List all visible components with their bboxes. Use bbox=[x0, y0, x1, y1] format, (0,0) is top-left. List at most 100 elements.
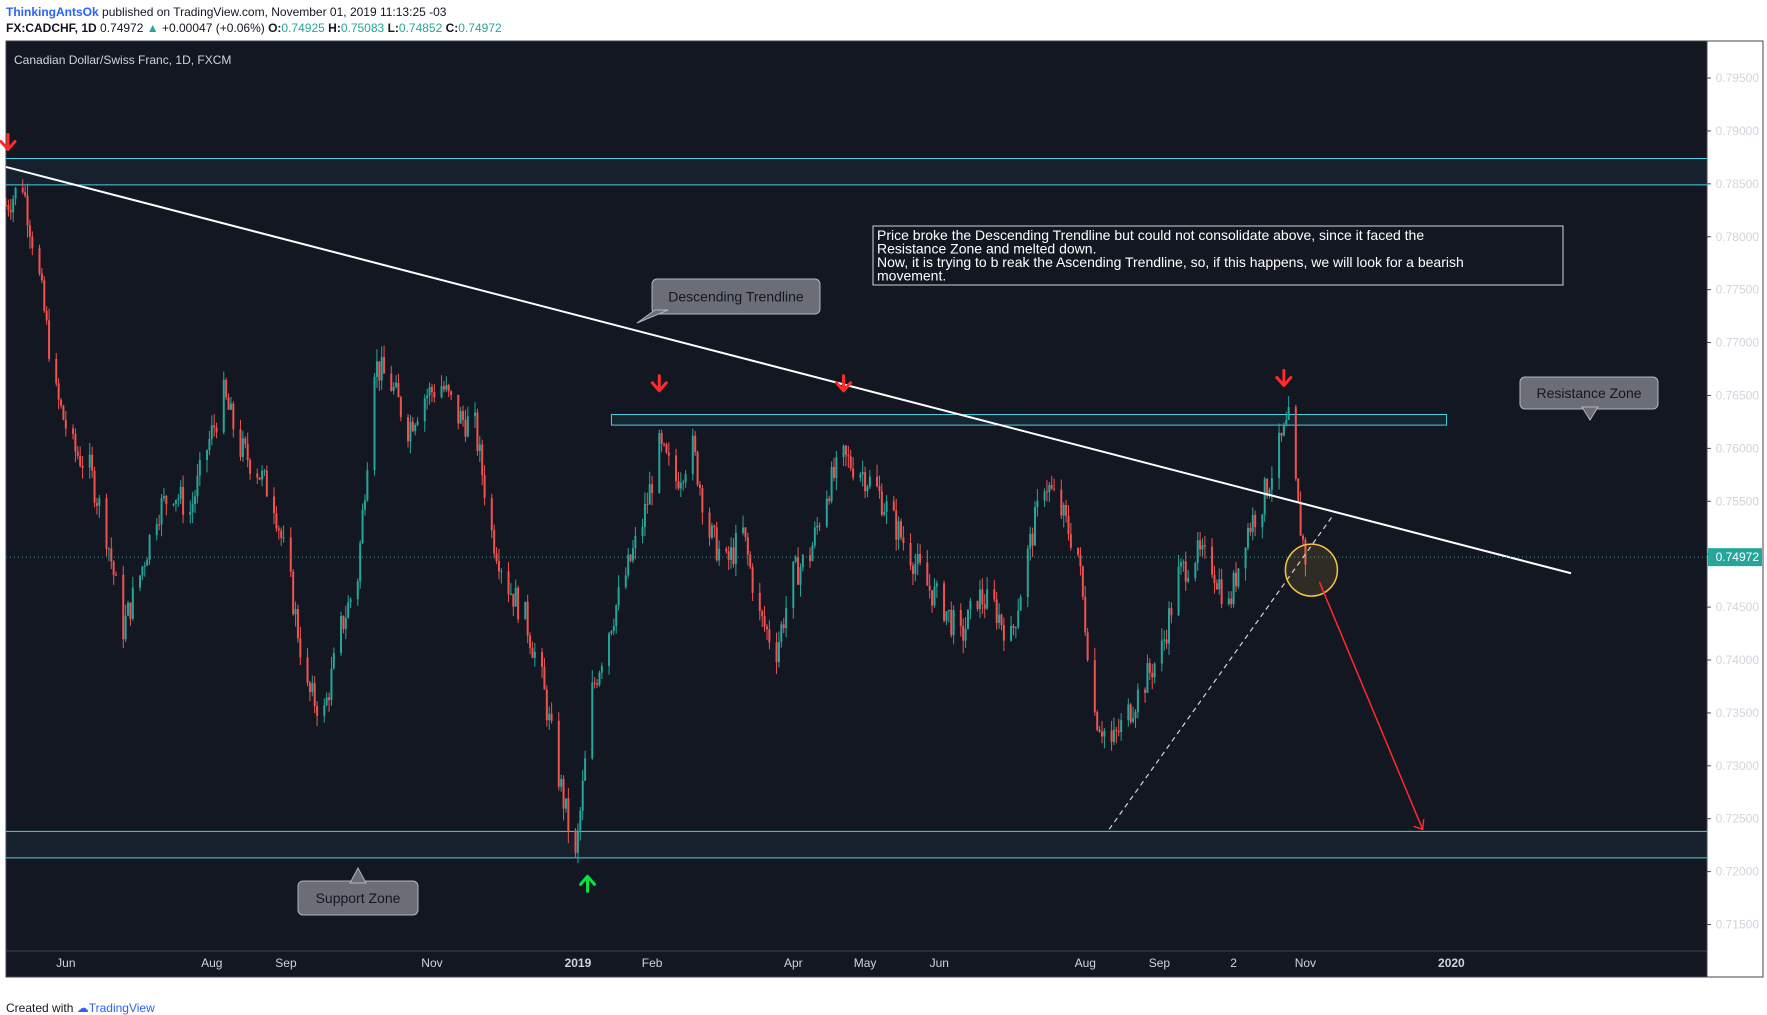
candle-body bbox=[232, 403, 235, 430]
candle-body bbox=[1000, 614, 1003, 626]
zone-fill bbox=[6, 158, 1707, 185]
candle-body bbox=[541, 651, 544, 667]
candle-body bbox=[1182, 561, 1185, 563]
candle-body bbox=[828, 498, 831, 502]
candle-body bbox=[727, 551, 730, 560]
candle-body bbox=[608, 633, 611, 667]
candle-body bbox=[172, 503, 175, 505]
candle-body bbox=[797, 557, 800, 585]
candle-body bbox=[459, 411, 462, 424]
candle-body bbox=[143, 565, 146, 567]
time-tick-label: May bbox=[854, 956, 877, 970]
candle-body bbox=[966, 609, 969, 630]
candle-body bbox=[1199, 540, 1202, 550]
zones-layer bbox=[6, 157, 1707, 859]
tradingview-logo-icon[interactable]: ☁ bbox=[76, 1001, 89, 1015]
candle-body bbox=[1098, 729, 1101, 732]
candle-body bbox=[1079, 554, 1082, 567]
candle-body bbox=[162, 495, 165, 499]
time-tick-label: Aug bbox=[1075, 956, 1096, 970]
candle-body bbox=[713, 525, 716, 528]
candle-body bbox=[363, 500, 366, 510]
price-tick-label: 0.76500 bbox=[1716, 388, 1760, 402]
candle-body bbox=[517, 587, 520, 620]
candle-body bbox=[792, 561, 795, 609]
resistance-zone-callout[interactable]: Resistance Zone bbox=[1519, 376, 1659, 421]
candle-body bbox=[244, 438, 247, 444]
candle-body bbox=[799, 567, 802, 585]
candle-body bbox=[768, 629, 771, 643]
candle-body bbox=[730, 547, 733, 560]
annotations-layer: Descending Trendline Resistance Zone Suppo… bbox=[0, 133, 1659, 916]
candle-body bbox=[950, 609, 953, 636]
candle-body bbox=[311, 683, 314, 693]
candle-body bbox=[1014, 627, 1017, 629]
candle-body bbox=[483, 475, 486, 499]
candle-body bbox=[969, 600, 972, 610]
candle-body bbox=[239, 429, 242, 457]
candle-body bbox=[359, 542, 362, 582]
candle-body bbox=[1002, 625, 1005, 641]
created-with-label: Created with bbox=[6, 1001, 74, 1015]
candle-body bbox=[1268, 489, 1271, 497]
candle-body bbox=[959, 610, 962, 626]
candle-body bbox=[1254, 515, 1257, 528]
candle-body bbox=[995, 599, 998, 623]
candle-body bbox=[74, 433, 77, 452]
ascending-trendline[interactable] bbox=[1108, 516, 1333, 830]
candle-body bbox=[414, 424, 417, 432]
candle-body bbox=[543, 666, 546, 690]
candle-body bbox=[785, 608, 788, 629]
candle-body bbox=[928, 585, 931, 591]
candle-body bbox=[476, 412, 479, 451]
candle-body bbox=[634, 535, 637, 549]
candle-body bbox=[643, 503, 646, 528]
descending-trendline[interactable] bbox=[5, 165, 1572, 575]
candle-body bbox=[962, 625, 965, 641]
candle-body bbox=[1100, 731, 1103, 737]
candle-body bbox=[914, 563, 917, 575]
descending-trendline-callout[interactable]: Descending Trendline bbox=[636, 278, 821, 324]
candle-body bbox=[1177, 566, 1180, 616]
candle-body bbox=[208, 439, 211, 451]
candle-body bbox=[524, 601, 527, 620]
low-value: 0.74852 bbox=[398, 21, 443, 35]
candle-body bbox=[1017, 610, 1020, 628]
candles-layer bbox=[5, 179, 1307, 864]
candle-body bbox=[9, 210, 12, 213]
candle-body bbox=[323, 705, 326, 716]
analysis-note[interactable]: Price broke the Descending Trendline but… bbox=[872, 225, 1564, 286]
candle-body bbox=[1086, 632, 1089, 661]
analysis-note-line: movement. bbox=[877, 268, 946, 284]
support-zone-callout[interactable]: Support Zone bbox=[297, 866, 419, 916]
tradingview-brand[interactable]: TradingView bbox=[88, 1001, 155, 1015]
candle-body bbox=[1012, 625, 1015, 628]
candle-body bbox=[916, 553, 919, 564]
candle-body bbox=[330, 668, 333, 701]
candle-body bbox=[663, 443, 666, 445]
candle-body bbox=[110, 548, 113, 562]
candle-body bbox=[895, 510, 898, 540]
candle-body bbox=[751, 567, 754, 593]
last-price-tag bbox=[1708, 548, 1762, 567]
price-tick-label: 0.79500 bbox=[1716, 71, 1760, 85]
candle-body bbox=[852, 468, 855, 478]
candle-body bbox=[780, 624, 783, 642]
open-label: O: bbox=[268, 21, 282, 35]
candle-body bbox=[986, 589, 989, 609]
candle-body bbox=[675, 455, 678, 482]
candle-body bbox=[1120, 720, 1123, 733]
candle-body bbox=[749, 554, 752, 568]
candle-body bbox=[57, 383, 60, 400]
candle-body bbox=[495, 553, 498, 562]
candle-body bbox=[7, 205, 10, 211]
author-name[interactable]: ThinkingAntsOk bbox=[6, 5, 99, 19]
candle-body bbox=[500, 571, 503, 573]
candle-body bbox=[356, 581, 359, 600]
candle-body bbox=[1151, 672, 1154, 678]
candle-body bbox=[1220, 579, 1223, 605]
candle-body bbox=[1282, 425, 1285, 436]
candle-body bbox=[1045, 491, 1048, 493]
time-tick-label: Nov bbox=[1295, 956, 1316, 970]
